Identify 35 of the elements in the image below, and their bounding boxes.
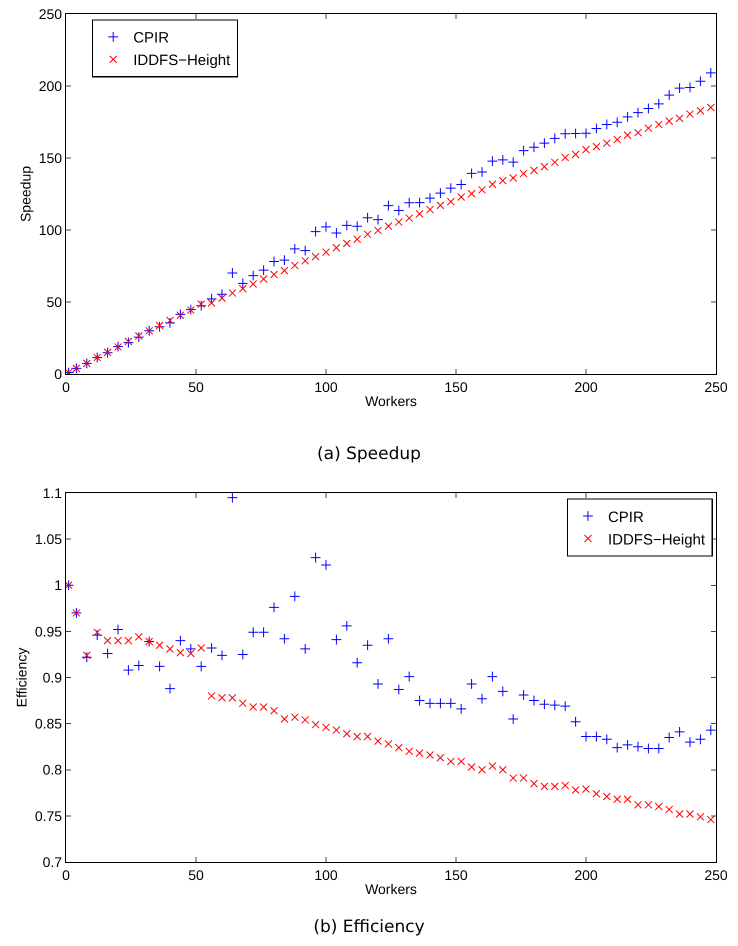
x-tick-label: 150	[444, 378, 468, 395]
x-tick-label: 150	[444, 866, 468, 883]
x-axis-title: Workers	[365, 393, 417, 410]
y-tick-label: 200	[38, 78, 62, 94]
legend-label: CPIR	[608, 508, 644, 526]
y-tick-label: 0.7	[42, 854, 62, 870]
y-axis-title: Speedup	[17, 166, 34, 222]
y-tick-label: 0.9	[42, 669, 62, 686]
y-tick-label: 0.85	[34, 716, 62, 732]
x-tick-label: 200	[574, 378, 598, 395]
y-tick-label: 0.75	[34, 808, 62, 824]
text: (b) Efficiency	[313, 916, 425, 937]
x-tick-label: 50	[188, 378, 204, 395]
x-tick-label: 50	[188, 866, 204, 883]
x-tick-label: 100	[314, 866, 338, 883]
legend-label: CPIR	[133, 30, 170, 47]
y-tick-label: 50	[46, 294, 62, 310]
y-tick-label: 1.05	[34, 531, 62, 548]
x-tick-label: 250	[704, 378, 728, 395]
y-tick-label: 250	[38, 6, 62, 22]
x-tick-label: 200	[574, 866, 598, 883]
y-tick-label: 1.1	[42, 484, 62, 501]
text: (a) Speedup	[317, 444, 421, 464]
y-tick-label: 100	[38, 222, 62, 238]
y-tick-label: 0	[54, 366, 62, 382]
x-axis-title: Workers	[365, 881, 417, 898]
legend-label: IDDFS−Height	[133, 52, 232, 70]
y-tick-label: 0.8	[42, 762, 62, 778]
y-tick-label: 0.95	[34, 623, 62, 640]
x-tick-label: 250	[704, 866, 728, 883]
legend-label: IDDFS−Height	[608, 531, 706, 548]
x-tick-label: 100	[314, 378, 338, 395]
y-tick-label: 1	[54, 577, 62, 594]
y-axis-title: Efficiency	[13, 648, 30, 708]
y-tick-label: 150	[38, 150, 62, 166]
